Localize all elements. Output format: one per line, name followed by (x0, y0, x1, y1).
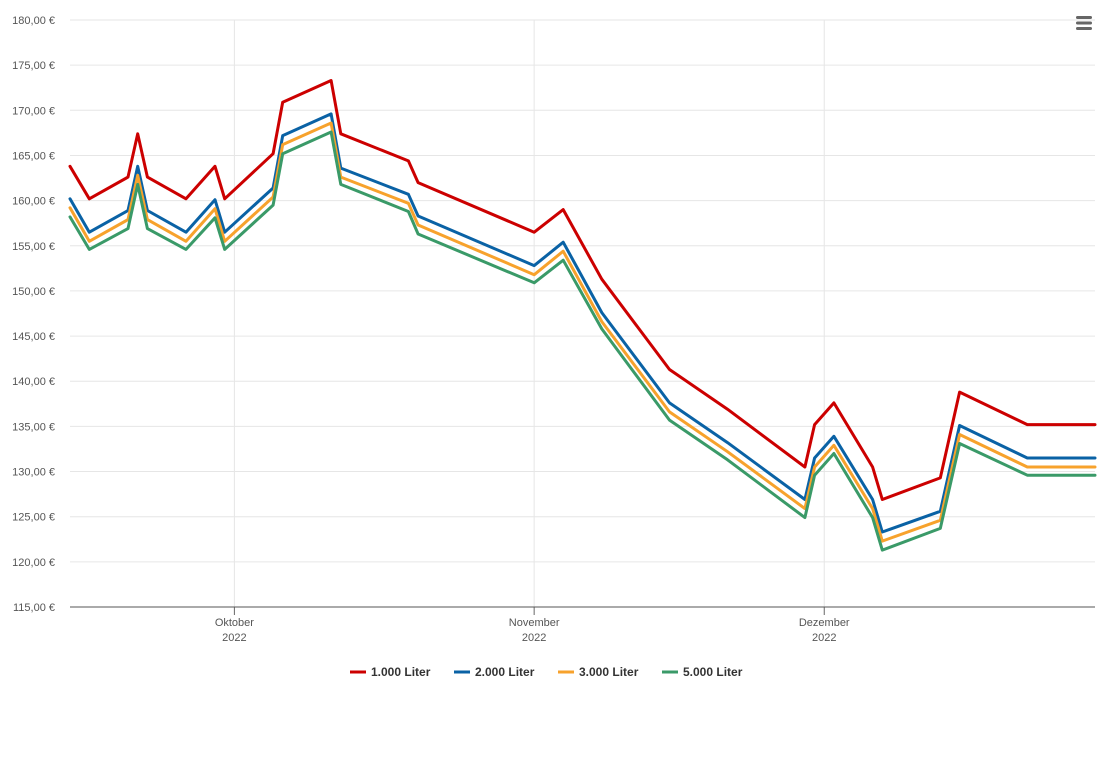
x-axis: Oktober 2022 November 2022 Dezember 2022 (70, 606, 1095, 644)
legend-label: 3.000 Liter (579, 665, 639, 679)
y-tick-label: 150,00 € (12, 286, 55, 298)
legend: 1.000 Liter 2.000 Liter 3.000 Liter 5.000 L… (350, 665, 743, 679)
y-tick-label: 115,00 € (13, 602, 55, 614)
y-tick-label: 125,00 € (12, 512, 55, 524)
legend-label: 1.000 Liter (371, 665, 431, 679)
y-tick-label: 160,00 € (12, 196, 55, 208)
y-axis: 115,00 € 120,00 € 125,00 € 130,00 € 135,00 €… (12, 15, 55, 614)
legend-item[interactable]: 1.000 Liter (350, 665, 431, 679)
y-tick-label: 145,00 € (12, 331, 55, 343)
x-tick-label-month: Dezember (799, 617, 850, 629)
x-tick-label-year: 2022 (222, 632, 246, 644)
legend-item[interactable]: 5.000 Liter (662, 665, 743, 679)
y-tick-label: 175,00 € (12, 60, 55, 72)
y-tick-label: 140,00 € (12, 376, 55, 388)
y-tick-label: 135,00 € (12, 421, 55, 433)
x-tick-label-year: 2022 (522, 632, 546, 644)
x-tick-label-month: November (509, 617, 560, 629)
y-tick-label: 155,00 € (12, 241, 55, 253)
legend-item[interactable]: 2.000 Liter (454, 665, 535, 679)
legend-label: 2.000 Liter (475, 665, 535, 679)
hamburger-menu-icon[interactable] (1075, 15, 1093, 31)
legend-label: 5.000 Liter (683, 665, 743, 679)
series-line-5-000-liter[interactable] (68, 130, 1097, 552)
series-line-1-000-liter[interactable] (68, 79, 1097, 501)
y-tick-label: 180,00 € (12, 15, 55, 27)
series-lines (68, 79, 1097, 552)
y-tick-label: 120,00 € (12, 557, 55, 569)
y-tick-label: 170,00 € (12, 105, 55, 117)
grid (70, 19, 1095, 607)
series-line-3-000-liter[interactable] (68, 121, 1097, 543)
y-tick-label: 165,00 € (12, 150, 55, 162)
series-line-2-000-liter[interactable] (68, 112, 1097, 534)
legend-item[interactable]: 3.000 Liter (558, 665, 639, 679)
x-tick-label-month: Oktober (215, 617, 254, 629)
x-tick-label-year: 2022 (812, 632, 836, 644)
y-tick-label: 130,00 € (12, 467, 55, 479)
